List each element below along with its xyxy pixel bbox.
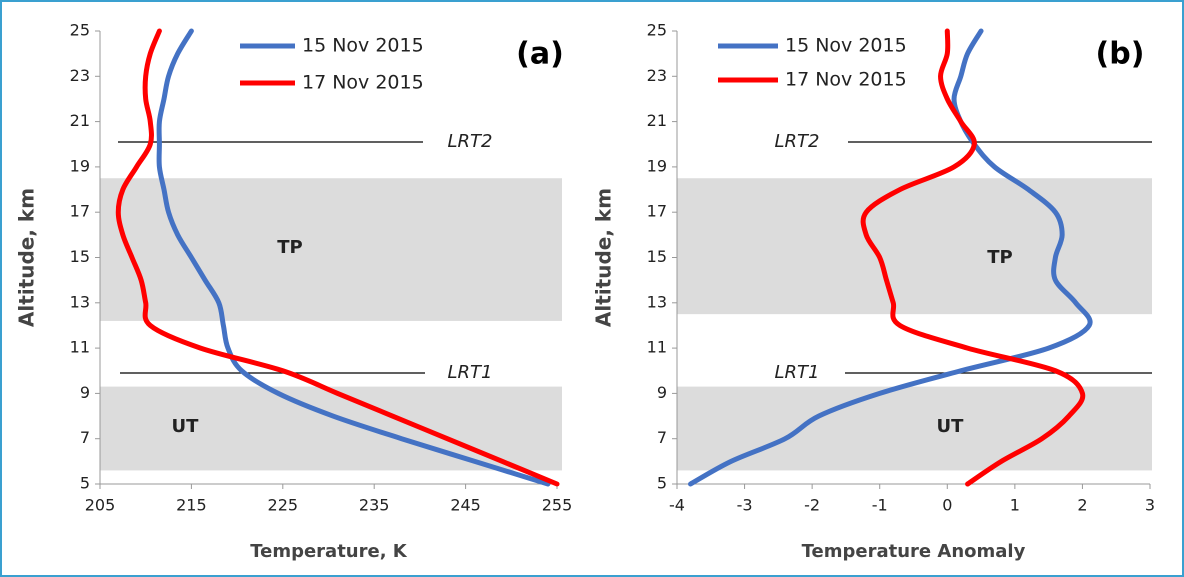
y-tick-label: 17 <box>647 202 667 221</box>
y-tick-label: 5 <box>657 474 667 493</box>
x-tick-label: 0 <box>942 496 952 515</box>
x-axis-title: Temperature Anomaly <box>802 541 1026 562</box>
x-tick-label: -2 <box>804 496 820 515</box>
y-tick-label: 23 <box>647 66 667 85</box>
legend-label: 17 Nov 2015 <box>302 72 424 94</box>
y-tick-label: 13 <box>70 292 90 311</box>
x-tick-label: 205 <box>85 496 116 515</box>
reference-label: LRT1 <box>448 362 493 383</box>
y-tick-label: 11 <box>647 338 667 357</box>
shaded-band <box>100 178 562 321</box>
band-label: TP <box>277 237 302 258</box>
x-tick-label: 245 <box>450 496 481 515</box>
x-tick-label: 2 <box>1077 496 1087 515</box>
y-tick-label: 11 <box>70 338 90 357</box>
profile-line <box>115 28 560 487</box>
y-tick-label: 15 <box>647 247 667 266</box>
shaded-band <box>677 386 1152 471</box>
reference-label: LRT2 <box>448 131 493 152</box>
y-tick-label: 19 <box>70 156 90 175</box>
reference-label: LRT1 <box>775 362 820 383</box>
y-tick-label: 7 <box>657 428 667 447</box>
y-tick-label: 21 <box>70 111 90 130</box>
y-tick-label: 15 <box>70 247 90 266</box>
y-tick-label: 23 <box>70 66 90 85</box>
band-label: TP <box>987 247 1012 268</box>
panel-label: (a) <box>516 37 564 72</box>
profile-line <box>688 28 1093 487</box>
x-tick-label: 235 <box>359 496 390 515</box>
profile-line <box>860 28 1086 487</box>
shaded-band <box>677 178 1152 315</box>
x-tick-label: 1 <box>1010 496 1020 515</box>
y-tick-label: 7 <box>80 428 90 447</box>
y-tick-label: 5 <box>80 474 90 493</box>
y-tick-label: 9 <box>80 383 90 402</box>
y-tick-label: 17 <box>70 202 90 221</box>
x-tick-label: -4 <box>669 496 685 515</box>
legend-label: 17 Nov 2015 <box>785 69 907 91</box>
x-tick-label: 225 <box>268 496 299 515</box>
y-tick-label: 13 <box>647 292 667 311</box>
band-label: UT <box>937 416 965 437</box>
y-axis-title: Altitude, km <box>592 188 616 327</box>
band-label: UT <box>172 416 200 437</box>
panel-label: (b) <box>1096 37 1145 72</box>
y-tick-label: 19 <box>647 156 667 175</box>
y-axis-title: Altitude, km <box>15 188 39 327</box>
y-tick-label: 21 <box>647 111 667 130</box>
profile-line <box>156 28 551 487</box>
reference-label: LRT2 <box>775 131 820 152</box>
legend-label: 15 Nov 2015 <box>302 35 424 57</box>
x-axis-title: Temperature, K <box>250 541 408 562</box>
x-tick-label: 3 <box>1145 496 1155 515</box>
x-tick-label: -3 <box>737 496 753 515</box>
y-tick-label: 25 <box>647 21 667 40</box>
y-tick-label: 9 <box>657 383 667 402</box>
x-tick-label: 215 <box>176 496 207 515</box>
legend-label: 15 Nov 2015 <box>785 35 907 57</box>
x-tick-label: -1 <box>872 496 888 515</box>
y-tick-label: 25 <box>70 21 90 40</box>
x-tick-label: 255 <box>542 496 573 515</box>
